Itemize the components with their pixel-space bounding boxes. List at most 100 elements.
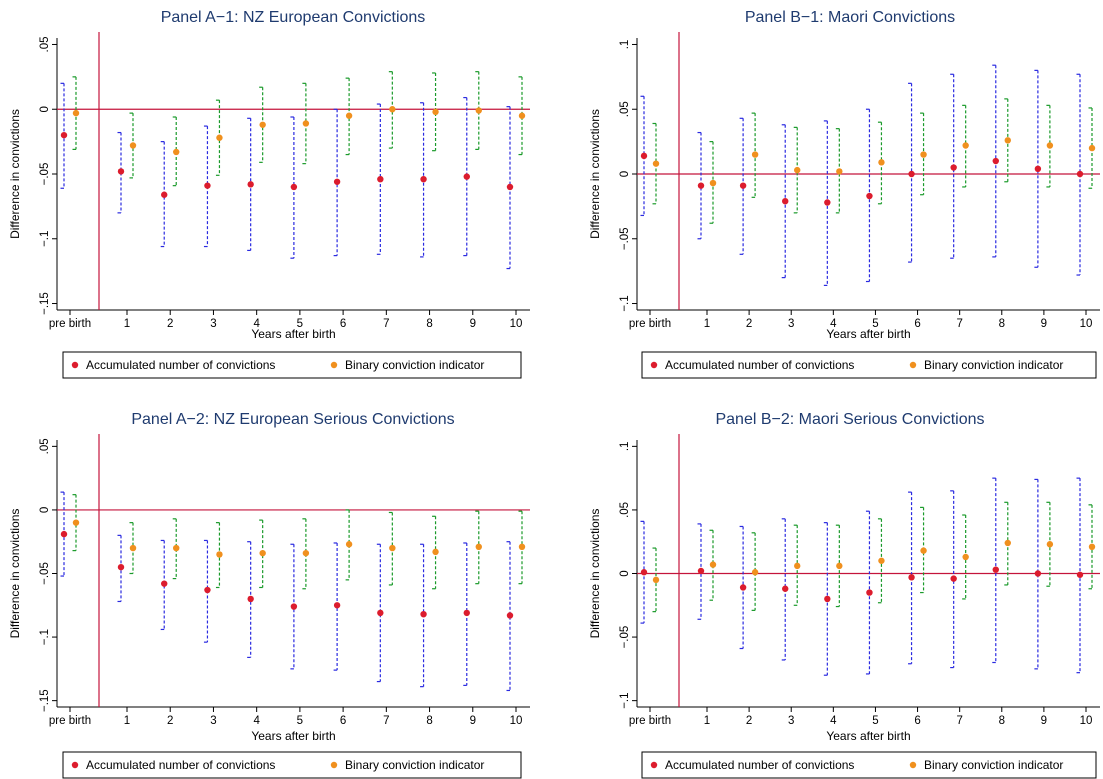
data-point: [782, 198, 789, 205]
data-point: [302, 120, 310, 127]
y-axis-label: Difference in convictions: [8, 109, 22, 239]
data-point: [302, 549, 310, 557]
y-axis-label: Difference in convictions: [588, 509, 602, 639]
data-point: [908, 170, 915, 178]
data-point: [739, 584, 747, 591]
x-tick-label: 7: [956, 318, 962, 330]
data-point: [962, 553, 969, 561]
y-tick-label: 0: [619, 171, 631, 177]
x-tick-label: 10: [510, 318, 523, 330]
data-point: [259, 549, 266, 557]
data-point: [794, 166, 801, 174]
legend-marker-binary: [330, 761, 338, 769]
data-point: [345, 112, 353, 119]
series-binary: [652, 501, 1096, 613]
data-point: [432, 108, 439, 116]
data-point: [247, 181, 254, 188]
legend: Accumulated number of convictions Binary …: [641, 751, 1097, 779]
data-point: [751, 569, 759, 576]
data-point: [377, 609, 384, 617]
data-point: [259, 121, 266, 128]
legend-label-accumulated: Accumulated number of convictions: [665, 758, 854, 772]
data-point: [1088, 144, 1096, 152]
data-point: [129, 142, 137, 149]
y-tick-label: −.1: [39, 629, 51, 645]
y-tick-label: −.05: [619, 626, 631, 649]
data-point: [794, 562, 801, 570]
x-tick-label: 5: [872, 318, 878, 330]
data-point: [782, 585, 789, 592]
data-point: [697, 567, 705, 575]
x-tick-label: pre birth: [49, 715, 91, 727]
data-point: [216, 551, 223, 558]
data-point: [962, 142, 969, 149]
x-tick-label: 6: [914, 715, 920, 727]
x-tick-label: pre birth: [49, 318, 91, 330]
legend-label-accumulated: Accumulated number of convictions: [86, 758, 275, 772]
chart-title: Panel A−2: NZ European Serious Convictio…: [131, 411, 454, 428]
x-tick-label: 5: [872, 715, 878, 727]
x-tick-label: 1: [704, 715, 710, 727]
y-tick-label: −.1: [619, 295, 631, 311]
x-tick-label: 4: [253, 715, 260, 727]
data-point: [475, 543, 482, 550]
chart-title: Panel B−1: Maori Convictions: [745, 9, 955, 26]
data-point: [506, 612, 514, 619]
series-accumulated: [640, 64, 1084, 286]
x-tick-label: 3: [210, 715, 216, 727]
chart-title: Panel B−2: Maori Serious Convictions: [715, 411, 984, 428]
data-point: [920, 547, 927, 554]
data-point: [878, 557, 885, 564]
legend-marker-binary: [330, 361, 338, 369]
series-accumulated: [60, 491, 514, 692]
x-tick-label: 10: [1080, 715, 1093, 727]
chart-panel-3: Panel A−2: NZ European Serious Convictio…: [8, 411, 530, 779]
data-point: [640, 569, 648, 576]
data-point: [992, 157, 999, 165]
x-tick-label: 1: [124, 318, 130, 330]
x-tick-label: 8: [999, 318, 1005, 330]
data-point: [420, 175, 427, 183]
y-tick-label: .1: [619, 40, 631, 50]
data-point: [836, 168, 843, 175]
chart-panel-2: Panel B−1: Maori Convictions .1 .05 0 −.05 −.…: [588, 9, 1100, 379]
data-point: [1034, 165, 1042, 173]
data-point: [475, 107, 482, 114]
x-tick-label: 2: [746, 318, 752, 330]
legend-box: [62, 351, 522, 379]
data-point: [866, 589, 873, 596]
data-point: [420, 610, 427, 618]
data-point: [1076, 170, 1084, 178]
data-point: [878, 159, 885, 166]
data-point: [72, 519, 80, 526]
data-point: [389, 544, 396, 552]
data-point: [1004, 539, 1011, 547]
series-binary: [652, 98, 1096, 224]
data-point: [640, 152, 648, 160]
x-tick-label: 3: [210, 318, 216, 330]
data-point: [432, 548, 439, 556]
x-tick-label: 9: [470, 318, 476, 330]
data-point: [333, 178, 341, 185]
data-point: [709, 561, 717, 568]
y-tick-label: 0: [619, 570, 631, 576]
data-point: [992, 566, 999, 573]
x-tick-label: 5: [297, 715, 303, 727]
x-tick-label: 3: [788, 715, 794, 727]
x-tick-label: 5: [297, 318, 303, 330]
data-point: [247, 595, 254, 603]
data-point: [129, 544, 137, 552]
data-point: [836, 562, 843, 570]
data-point: [950, 575, 957, 582]
y-tick-label: −.05: [619, 227, 631, 250]
x-tick-label: 6: [340, 318, 346, 330]
data-point: [204, 586, 211, 594]
x-tick-label: 2: [746, 715, 752, 727]
x-axis-label: Years after birth: [251, 729, 335, 743]
data-point: [1076, 571, 1084, 578]
x-tick-label: 1: [704, 318, 710, 330]
data-point: [463, 609, 470, 617]
data-point: [866, 192, 873, 200]
data-point: [204, 182, 211, 189]
data-point: [290, 603, 298, 610]
